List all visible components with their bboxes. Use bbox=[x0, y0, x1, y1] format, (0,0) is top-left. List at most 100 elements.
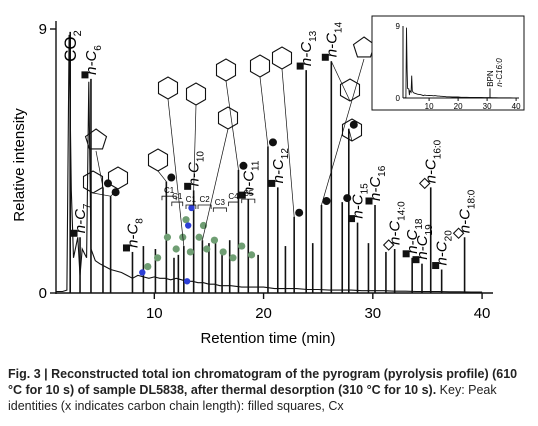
peak-bracket bbox=[185, 204, 197, 209]
inset-label: BPN bbox=[486, 70, 495, 87]
bracket-label: C3 bbox=[215, 198, 226, 207]
peak-label: n-C18:0 bbox=[457, 189, 478, 233]
peak-label: n-C13 bbox=[298, 30, 319, 66]
square-marker bbox=[321, 53, 329, 61]
structure-leader bbox=[202, 128, 229, 241]
inset-x-tick-label: 10 bbox=[425, 102, 434, 111]
structure-leader bbox=[225, 80, 239, 170]
peak-label: n-C6 bbox=[83, 45, 104, 75]
structure-leader bbox=[157, 170, 167, 182]
x-tick-label: 10 bbox=[146, 305, 163, 322]
benzene-ring-icon bbox=[215, 58, 237, 82]
green-marker bbox=[172, 245, 180, 253]
peak-label: n-C16:0 bbox=[423, 139, 444, 183]
circle-marker bbox=[322, 197, 331, 205]
structure-leader bbox=[321, 58, 365, 206]
peak-label-sub: 10 bbox=[196, 151, 207, 163]
x-tick-label: 20 bbox=[255, 305, 272, 322]
axes: 0 9 10 20 30 40 bbox=[39, 21, 493, 322]
y-axis-label: Relative intensity bbox=[11, 108, 28, 222]
caption-lead: Fig. 3 | Reconstructed total ion chromat… bbox=[8, 367, 518, 397]
peak-bracket bbox=[228, 201, 239, 207]
peak-label-sub: 20 bbox=[444, 230, 455, 242]
figure-caption: Fig. 3 | Reconstructed total ion chromat… bbox=[8, 366, 530, 414]
structure-leader bbox=[167, 98, 185, 247]
green-marker bbox=[219, 248, 227, 256]
pyrrole-ring-icon bbox=[84, 128, 108, 150]
peak-bracket bbox=[212, 207, 227, 212]
square-marker bbox=[268, 179, 276, 187]
structure-leader bbox=[281, 68, 295, 217]
pyrrole-ring-icon bbox=[352, 36, 376, 58]
peak-label-sub: 2 bbox=[72, 30, 84, 36]
peak-bracket bbox=[161, 195, 177, 201]
benzene-ring-icon bbox=[271, 46, 293, 70]
inset-x-tick-label: 20 bbox=[454, 102, 463, 111]
benzene-ring-icon bbox=[82, 170, 104, 194]
bracket-label: C1 bbox=[186, 195, 197, 204]
inset-label: n-C16:0 bbox=[495, 58, 504, 87]
structure-leader bbox=[348, 128, 353, 142]
peak-label-sub: 7 bbox=[82, 203, 93, 209]
y-tick-label: 0 bbox=[39, 285, 47, 302]
diamond-marker bbox=[452, 227, 465, 240]
inset-frame bbox=[371, 15, 525, 111]
square-marker bbox=[122, 244, 130, 252]
bracket-label: C4 bbox=[228, 192, 239, 201]
green-marker bbox=[195, 233, 203, 241]
peak-label-sub: 14:0 bbox=[397, 201, 408, 221]
inset-trace bbox=[403, 27, 517, 99]
square-marker bbox=[70, 229, 78, 237]
square-marker bbox=[432, 262, 440, 270]
square-marker bbox=[412, 256, 420, 264]
structure-leader bbox=[330, 61, 351, 102]
square-marker bbox=[81, 71, 89, 79]
green-marker bbox=[203, 245, 211, 253]
inset-x-tick-label: 40 bbox=[512, 102, 521, 111]
blue-marker bbox=[188, 204, 195, 212]
diamond-marker bbox=[418, 177, 431, 190]
peak-label-sub: 8 bbox=[134, 218, 145, 224]
x-tick-label: 40 bbox=[474, 305, 491, 322]
bracket-label: C2 bbox=[199, 195, 210, 204]
green-marker bbox=[186, 248, 194, 256]
caption-rest: Key: Peak identities (x indicates carbon… bbox=[8, 383, 497, 413]
peak-label: n-C7 bbox=[72, 203, 93, 233]
green-marker bbox=[154, 254, 162, 262]
bracket-label: C5 bbox=[243, 189, 254, 198]
blue-marker bbox=[184, 222, 192, 229]
peak-label: CO2 bbox=[61, 30, 84, 62]
blue-marker bbox=[139, 269, 146, 276]
benzene-ring-icon bbox=[217, 106, 239, 130]
structure-layer bbox=[82, 35, 459, 247]
bracket-label: C1 bbox=[164, 186, 175, 195]
peak-label-sub: 14 bbox=[333, 22, 344, 34]
circle-marker bbox=[167, 173, 176, 182]
diamond-marker bbox=[382, 239, 395, 251]
green-marker bbox=[182, 216, 190, 224]
peak-bracket bbox=[241, 198, 256, 204]
peak-label-sub: 6 bbox=[93, 45, 104, 51]
structure-leader bbox=[259, 76, 269, 147]
circle-marker bbox=[295, 208, 304, 217]
inset-chart: 10 20 30 40 0 9 BPN n-C16:0 bbox=[371, 15, 525, 111]
peak-bracket bbox=[197, 204, 212, 209]
square-marker bbox=[365, 197, 373, 205]
square-marker bbox=[402, 250, 410, 258]
x-tick-label: 30 bbox=[364, 305, 381, 322]
peak-label-sub: 18:0 bbox=[467, 189, 478, 209]
benzene-ring-icon bbox=[185, 82, 207, 106]
square-marker bbox=[348, 215, 356, 223]
peak-label-sub: 16:0 bbox=[433, 139, 444, 159]
benzene-ring-icon bbox=[339, 78, 361, 102]
green-marker bbox=[247, 251, 256, 259]
x-axis-label: Retention time (min) bbox=[200, 330, 335, 347]
circle-marker bbox=[111, 188, 120, 197]
peak-label-sub: 15 bbox=[360, 183, 371, 195]
green-marker bbox=[210, 236, 219, 244]
structure-leader bbox=[95, 150, 104, 188]
benzene-ring-icon bbox=[107, 166, 129, 190]
inset-x-tick-label: 30 bbox=[483, 102, 492, 111]
inset-y-tick-label: 9 bbox=[396, 22, 401, 31]
